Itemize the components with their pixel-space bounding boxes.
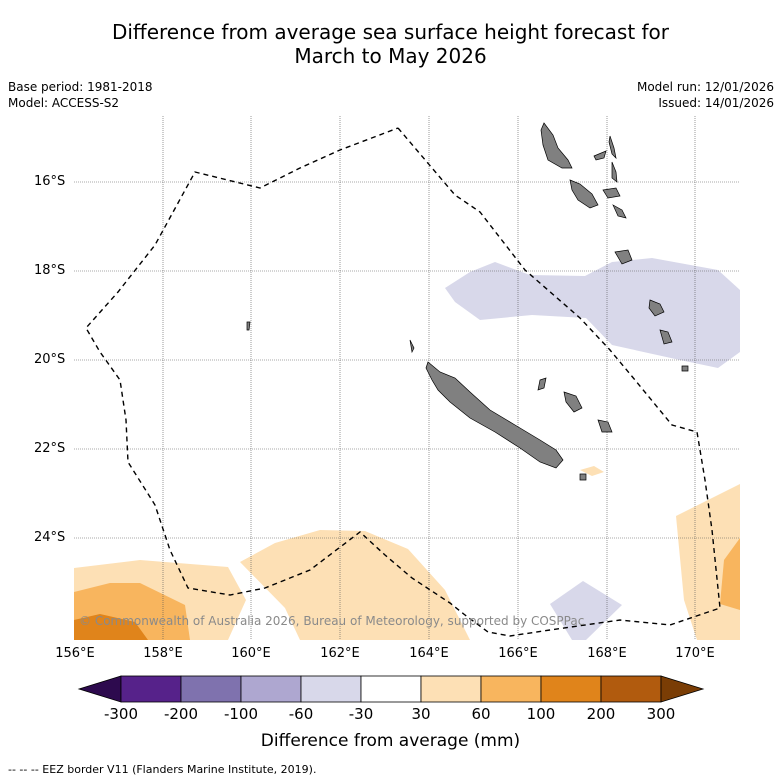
lon-label-168e: 168°E (587, 646, 627, 661)
lat-label-24s: 24°S (34, 530, 66, 545)
loyalty-island-3 (537, 377, 547, 391)
model-name: Model: ACCESS-S2 (8, 96, 120, 110)
island-west-1 (246, 321, 251, 331)
colorbar-tick-label: -300 (103, 705, 139, 723)
colorbar-title: Difference from average (mm) (260, 731, 521, 751)
colorbar-swatch (480, 675, 542, 703)
colorbar-tick-label: 200 (586, 705, 616, 723)
colorbar-swatch (300, 675, 362, 703)
lon-label-170e: 170°E (675, 646, 715, 661)
colorbar-tick-label: -200 (163, 705, 199, 723)
new-caledonia-island (425, 361, 564, 469)
lon-label-158e: 158°E (143, 646, 183, 661)
lon-label-166e: 166°E (498, 646, 538, 661)
positive-anomaly-area-east-inner (720, 538, 740, 610)
vanuatu-island-4 (611, 161, 618, 183)
model-run: Model run: 12/01/2026 (636, 80, 774, 94)
colorbar-swatch (120, 675, 182, 703)
copyright-notice: © Commonwealth of Australia 2026, Bureau… (79, 614, 585, 628)
colorbar-tick-label: 30 (411, 705, 431, 723)
island-west-2 (409, 339, 415, 354)
colorbar-swatch (540, 675, 602, 703)
issued-date: Issued: 14/01/2026 (658, 96, 774, 110)
positive-anomaly-area-south-central (240, 530, 470, 640)
colorbar-swatch (600, 675, 662, 703)
colorbar-tick-label: 60 (471, 705, 491, 723)
vanuatu-island-3 (593, 150, 607, 161)
colorbar (77, 675, 705, 703)
map-panel (74, 116, 740, 640)
loyalty-island-1 (563, 391, 583, 413)
lon-label-156e: 156°E (55, 646, 95, 661)
eez-border (85, 127, 721, 637)
base-period: Base period: 1981-2018 (8, 80, 153, 94)
colorbar-tick-label: -60 (288, 705, 314, 723)
island-north-east-3 (681, 365, 689, 372)
vanuatu-island-7 (612, 204, 627, 219)
loyalty-island-2 (597, 419, 613, 433)
vanuatu-island-6 (602, 187, 621, 199)
lon-label-160e: 160°E (231, 646, 271, 661)
lat-label-20s: 20°S (34, 352, 66, 367)
positive-anomaly-area-southwest-core (74, 614, 148, 640)
colorbar-tick-label: -100 (223, 705, 259, 723)
lon-label-164e: 164°E (409, 646, 449, 661)
negative-anomaly-area-north (445, 258, 740, 368)
colorbar-swatch (420, 675, 482, 703)
vanuatu-island-5 (569, 179, 599, 209)
lat-label-22s: 22°S (34, 441, 66, 456)
island-north-east-1 (648, 299, 665, 317)
title-line-1: Difference from average sea surface heig… (111, 20, 670, 44)
lon-label-162e: 162°E (320, 646, 360, 661)
gridlines (74, 116, 740, 640)
landmasses (246, 122, 689, 481)
colorbar-swatch (180, 675, 242, 703)
vanuatu-island-8 (614, 249, 633, 265)
vanuatu-island-2 (608, 135, 617, 160)
colorbar-swatch (360, 675, 422, 703)
colorbar-extend-high (660, 675, 705, 703)
positive-anomaly-patch-small (580, 466, 604, 476)
vanuatu-island-1 (540, 122, 573, 169)
colorbar-tick-label: 300 (646, 705, 676, 723)
lat-label-18s: 18°S (34, 263, 66, 278)
matthew-island (579, 473, 587, 481)
lat-label-16s: 16°S (34, 174, 66, 189)
negative-anomaly-area-south (550, 581, 622, 640)
colorbar-swatch (240, 675, 302, 703)
colorbar-tick-label: -30 (348, 705, 374, 723)
colorbar-extend-low (77, 675, 122, 703)
island-north-east-2 (659, 329, 673, 345)
eez-legend-footnote: -- -- -- EEZ border V11 (Flanders Marine… (8, 763, 317, 776)
colorbar-tick-label: 100 (526, 705, 556, 723)
title-line-2: March to May 2026 (294, 44, 487, 68)
